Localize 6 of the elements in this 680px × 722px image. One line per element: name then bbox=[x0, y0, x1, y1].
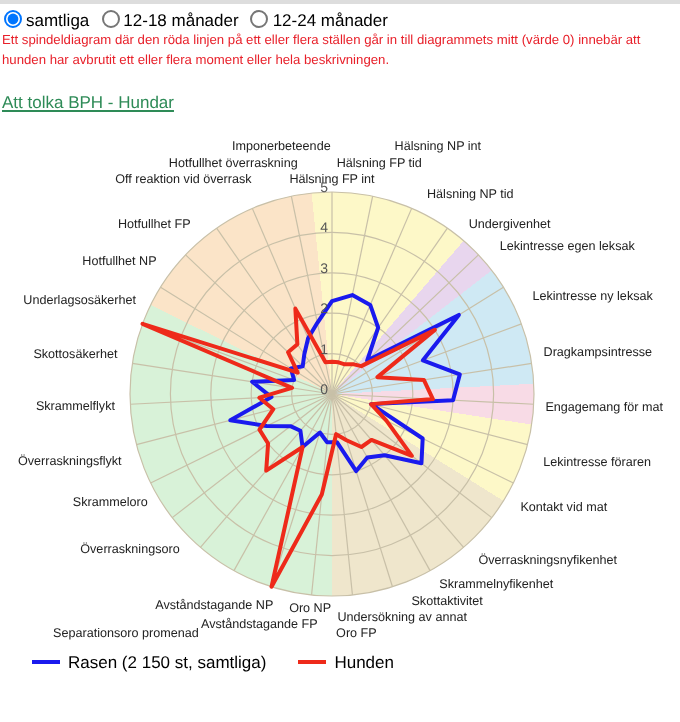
text: 12-18 månader bbox=[123, 9, 239, 29]
text: 12-24 månader bbox=[272, 9, 388, 29]
legend-label: Rasen (2 150 st, samtliga) bbox=[68, 652, 267, 672]
text: Att tolka BPH - Hundar bbox=[0, 92, 176, 112]
text: samtliga bbox=[26, 9, 90, 29]
legend-label: Hunden bbox=[334, 652, 394, 672]
